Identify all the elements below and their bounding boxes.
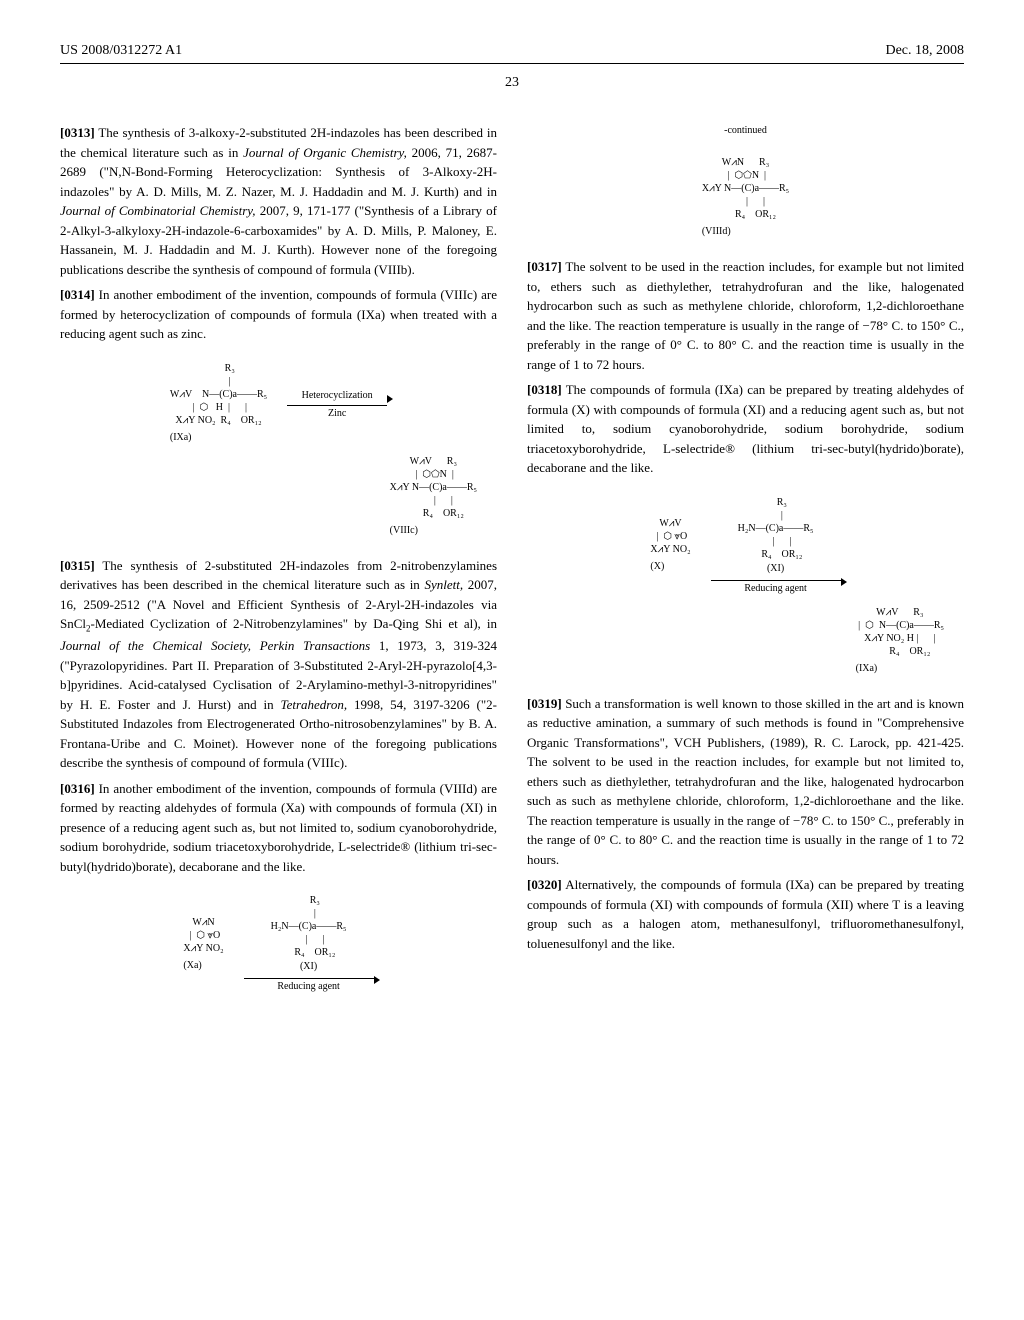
para-text: In another embodiment of the invention, …	[60, 287, 497, 341]
para-number: [0315]	[60, 558, 95, 573]
paragraph-0320: [0320] Alternatively, the compounds of f…	[527, 875, 964, 953]
para-number: [0317]	[527, 259, 562, 274]
para-text: The synthesis of 2-substituted 2H-indazo…	[60, 558, 497, 771]
patent-number: US 2008/0312272 A1	[60, 40, 182, 61]
patent-date: Dec. 18, 2008	[885, 40, 964, 61]
paragraph-0315: [0315] The synthesis of 2-substituted 2H…	[60, 556, 497, 773]
paragraph-0319: [0319] Such a transformation is well kno…	[527, 694, 964, 870]
diagram-row: R₃ | W⩘V N—(C)a——R₅ | ⬡ H | | X⩘Y NO₂ R₄…	[170, 362, 387, 445]
chem-structure-product: W⩘N R₃ | ⬡⬠N | X⩘Y N—(C)a——R₅ | | R₄ OR₁…	[702, 156, 789, 239]
reaction-arrow: R₃ | H₂N—(C)a——R₅ | | R₄ OR₁₂ (XI) Reduc…	[711, 496, 841, 596]
para-text: In another embodiment of the invention, …	[60, 781, 497, 874]
chemical-diagram-1: R₃ | W⩘V N—(C)a——R₅ | ⬡ H | | X⩘Y NO₂ R₄…	[60, 362, 497, 538]
para-text: The synthesis of 3-alkoxy-2-substituted …	[60, 125, 497, 277]
para-number: [0320]	[527, 877, 562, 892]
continued-label: -continued	[527, 123, 964, 138]
paragraph-0317: [0317] The solvent to be used in the rea…	[527, 257, 964, 374]
paragraph-0313: [0313] The synthesis of 3-alkoxy-2-subst…	[60, 123, 497, 279]
paragraph-0316: [0316] In another embodiment of the inve…	[60, 779, 497, 877]
chem-structure-product: W⩘V R₃ | ⬡⬠N | X⩘Y N—(C)a——R₅ | | R₄ OR₁…	[390, 455, 477, 538]
chem-structure-reactant: W⩘V | ⬡ ⩔O X⩘Y NO₂ (X)	[650, 517, 690, 574]
reaction-arrow: Heterocyclization Zinc	[287, 386, 387, 421]
two-column-layout: [0313] The synthesis of 3-alkoxy-2-subst…	[60, 123, 964, 1012]
para-text: Such a transformation is well known to t…	[527, 696, 964, 867]
diagram-row: W⩘N | ⬡ ⩔O X⩘Y NO₂ (Xa) R₃ | H₂N—(C)a——R…	[183, 894, 373, 994]
page-number: 23	[60, 72, 964, 93]
para-number: [0314]	[60, 287, 95, 302]
chemical-diagram-2: W⩘N | ⬡ ⩔O X⩘Y NO₂ (Xa) R₃ | H₂N—(C)a——R…	[60, 894, 497, 994]
chem-structure-reactant: W⩘N | ⬡ ⩔O X⩘Y NO₂ (Xa)	[183, 916, 223, 973]
paragraph-0314: [0314] In another embodiment of the inve…	[60, 285, 497, 344]
para-number: [0316]	[60, 781, 95, 796]
reaction-arrow: R₃ | H₂N—(C)a——R₅ | | R₄ OR₁₂ (XI) Reduc…	[244, 894, 374, 994]
diagram-row: W⩘V | ⬡ ⩔O X⩘Y NO₂ (X) R₃ | H₂N—(C)a——R₅…	[650, 496, 840, 596]
para-text: Alternatively, the compounds of formula …	[527, 877, 964, 951]
chem-structure-reactant: R₃ | W⩘V N—(C)a——R₅ | ⬡ H | | X⩘Y NO₂ R₄…	[170, 362, 267, 445]
chemical-diagram-4: W⩘V | ⬡ ⩔O X⩘Y NO₂ (X) R₃ | H₂N—(C)a——R₅…	[527, 496, 964, 676]
page-header: US 2008/0312272 A1 Dec. 18, 2008	[60, 40, 964, 64]
para-text: The solvent to be used in the reaction i…	[527, 259, 964, 372]
paragraph-0318: [0318] The compounds of formula (IXa) ca…	[527, 380, 964, 478]
chemical-diagram-3: W⩘N R₃ | ⬡⬠N | X⩘Y N—(C)a——R₅ | | R₄ OR₁…	[527, 156, 964, 239]
para-number: [0319]	[527, 696, 562, 711]
para-text: The compounds of formula (IXa) can be pr…	[527, 382, 964, 475]
chem-structure-product: W⩘V R₃ | ⬡ N—(C)a——R₅ X⩘Y NO₂ H | | R₄ O…	[856, 606, 944, 676]
left-column: [0313] The synthesis of 3-alkoxy-2-subst…	[60, 123, 497, 1012]
para-number: [0313]	[60, 125, 95, 140]
right-column: -continued W⩘N R₃ | ⬡⬠N | X⩘Y N—(C)a——R₅…	[527, 123, 964, 1012]
para-number: [0318]	[527, 382, 562, 397]
